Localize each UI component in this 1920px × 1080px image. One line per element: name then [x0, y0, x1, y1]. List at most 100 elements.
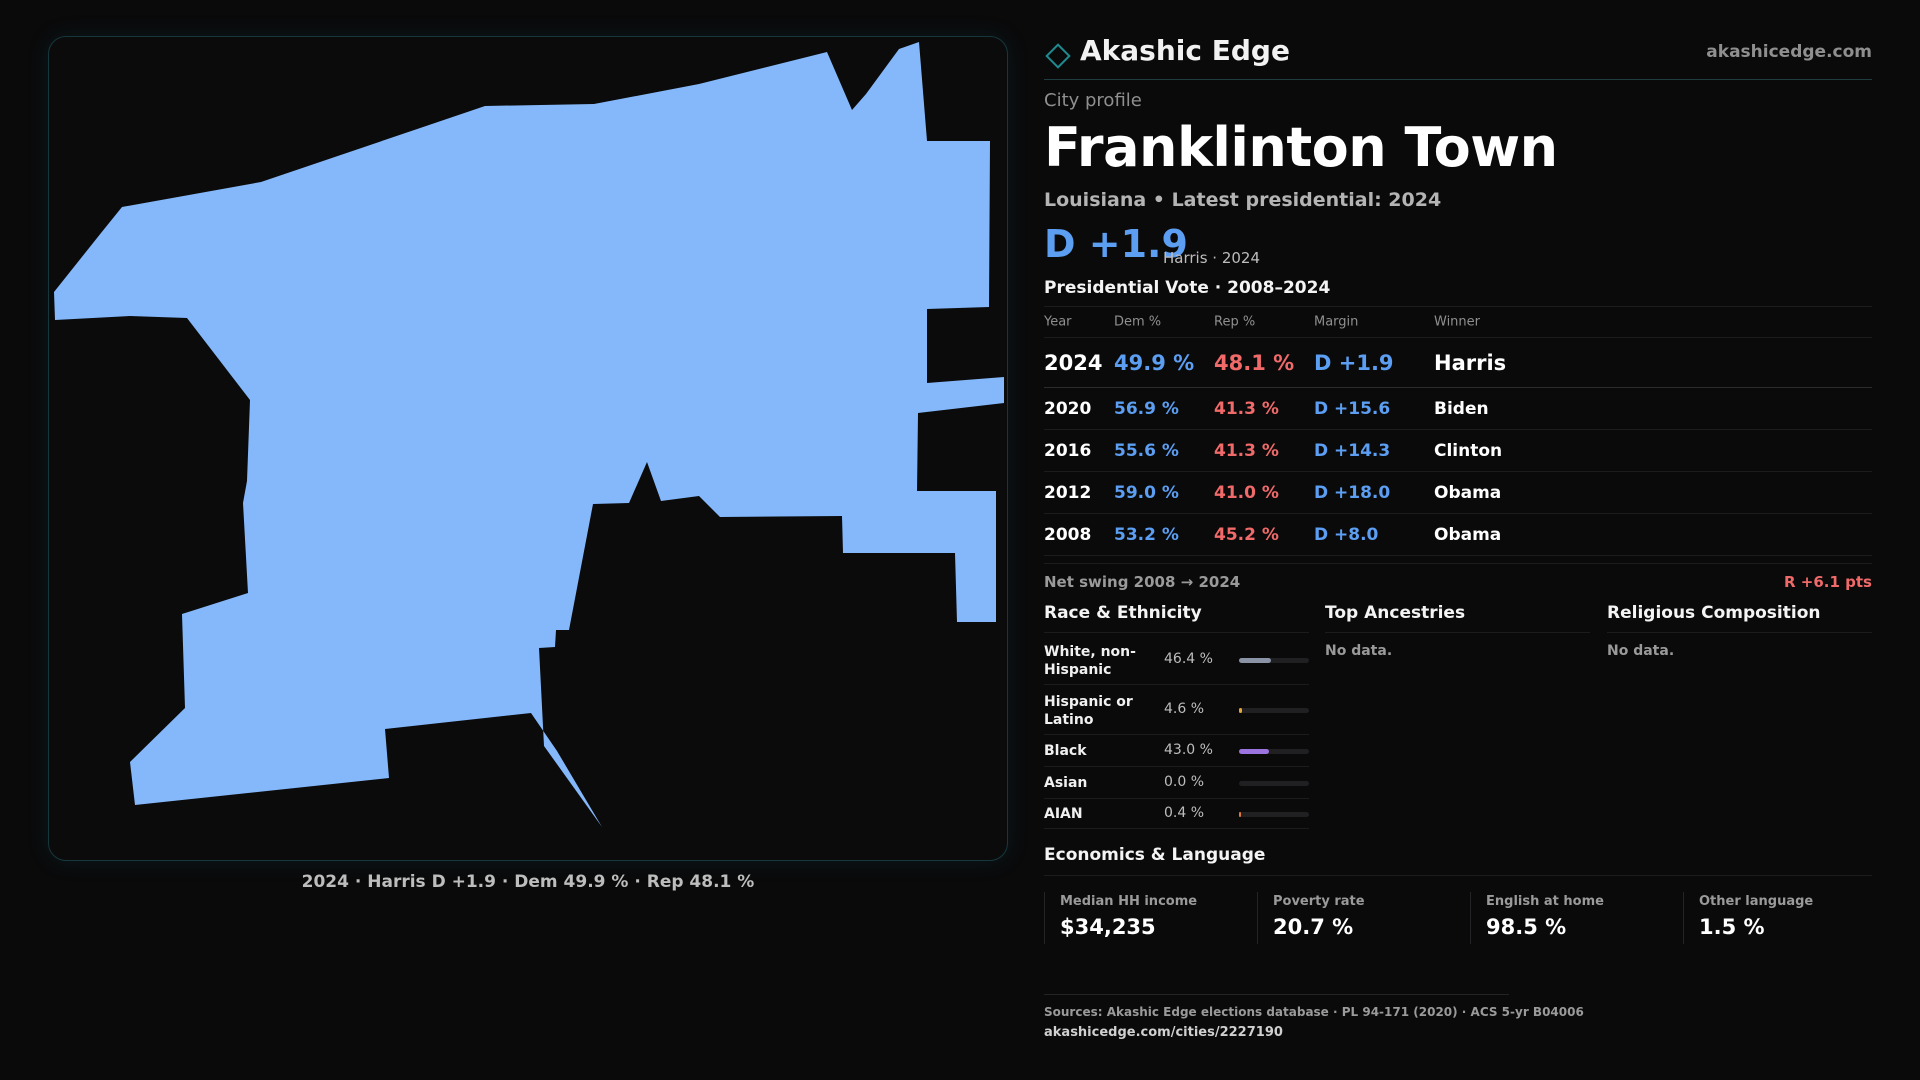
stat-poverty-rate: Poverty rate 20.7 % — [1257, 892, 1457, 944]
stat-value: 1.5 % — [1699, 915, 1765, 939]
race-label: Black — [1044, 743, 1087, 759]
winner-cell: Clinton — [1434, 440, 1503, 461]
col-header-winner: Winner — [1434, 314, 1481, 330]
table-header-row: Year Dem % Rep % Margin Winner — [1044, 306, 1872, 338]
race-pct: 0.0 % — [1164, 774, 1205, 790]
ancestries-empty-text: No data. — [1325, 643, 1393, 659]
race-pct: 0.4 % — [1164, 805, 1205, 821]
rep-cell: 48.1 % — [1214, 350, 1295, 375]
stat-label: Other language — [1699, 894, 1814, 909]
stat-label: Median HH income — [1060, 894, 1198, 909]
race-bar-track — [1239, 658, 1309, 663]
net-swing-value: R +6.1 pts — [1784, 573, 1872, 591]
dem-cell: 53.2 % — [1114, 524, 1179, 545]
margin-cell: D +18.0 — [1314, 482, 1391, 503]
brand-name: Akashic Edge — [1080, 34, 1290, 67]
ancestries-section: Top Ancestries No data. — [1325, 600, 1590, 659]
col-header-margin: Margin — [1314, 314, 1359, 330]
race-section-title: Race & Ethnicity — [1044, 600, 1309, 633]
headline-margin-note: Harris · 2024 — [1163, 249, 1261, 267]
stat-other-language: Other language 1.5 % — [1683, 892, 1883, 944]
religion-section-title: Religious Composition — [1607, 600, 1872, 633]
city-boundary-shape[interactable] — [54, 42, 1004, 827]
presidential-vote-table: Year Dem % Rep % Margin Winner 2024 49.9… — [1044, 306, 1872, 556]
winner-cell: Harris — [1434, 350, 1507, 375]
margin-cell: D +15.6 — [1314, 398, 1391, 419]
year-cell: 2012 — [1044, 482, 1092, 503]
brand-url-link[interactable]: akashicedge.com — [1706, 42, 1872, 62]
economics-section-title: Economics & Language — [1044, 845, 1266, 865]
ancestries-section-title: Top Ancestries — [1325, 600, 1590, 633]
year-cell: 2016 — [1044, 440, 1092, 461]
race-bar-fill — [1239, 708, 1243, 713]
page-subtitle: Louisiana • Latest presidential: 2024 — [1044, 189, 1442, 211]
brand-header: Akashic Edge akashicedge.com — [1044, 28, 1872, 80]
dem-cell: 59.0 % — [1114, 482, 1179, 503]
year-cell: 2020 — [1044, 398, 1092, 419]
headline-margin: D +1.9 — [1044, 222, 1188, 266]
sources-url-link[interactable]: akashicedge.com/cities/2227190 — [1044, 1025, 1283, 1040]
religion-empty-text: No data. — [1607, 643, 1675, 659]
sources-text: Sources: Akashic Edge elections database… — [1044, 1005, 1584, 1019]
city-boundary-map[interactable] — [48, 36, 1008, 861]
diamond-outline-icon — [1045, 43, 1071, 69]
stat-label: English at home — [1486, 894, 1604, 909]
race-bar-track — [1239, 708, 1309, 713]
stat-label: Poverty rate — [1273, 894, 1365, 909]
page-kicker: City profile — [1044, 90, 1142, 111]
stat-median-income: Median HH income $34,235 — [1044, 892, 1244, 944]
race-bar-fill — [1239, 812, 1241, 817]
religion-section: Religious Composition No data. — [1607, 600, 1872, 659]
table-row: 2024 49.9 % 48.1 % D +1.9 Harris — [1044, 338, 1872, 388]
year-cell: 2024 — [1044, 350, 1103, 375]
dem-cell: 55.6 % — [1114, 440, 1179, 461]
race-bar-track — [1239, 749, 1309, 754]
race-label: Hispanic or Latino — [1044, 694, 1133, 728]
race-row: White, non-Hispanic 46.4 % — [1044, 633, 1309, 685]
dem-cell: 49.9 % — [1114, 350, 1195, 375]
boundary-svg — [54, 42, 1004, 827]
race-bar-fill — [1239, 749, 1270, 754]
table-row: 2016 55.6 % 41.3 % D +14.3 Clinton — [1044, 430, 1872, 472]
net-swing-row: Net swing 2008 → 2024 R +6.1 pts — [1044, 563, 1872, 599]
col-header-rep: Rep % — [1214, 314, 1256, 330]
rep-cell: 41.0 % — [1214, 482, 1279, 503]
winner-cell: Obama — [1434, 482, 1502, 503]
margin-cell: D +1.9 — [1314, 350, 1394, 375]
race-pct: 43.0 % — [1164, 742, 1213, 758]
race-pct: 4.6 % — [1164, 701, 1205, 717]
table-row: 2008 53.2 % 45.2 % D +8.0 Obama — [1044, 514, 1872, 556]
stat-english-at-home: English at home 98.5 % — [1470, 892, 1670, 944]
winner-cell: Obama — [1434, 524, 1502, 545]
map-caption: 2024 · Harris D +1.9 · Dem 49.9 % · Rep … — [301, 872, 755, 892]
race-label: Asian — [1044, 775, 1088, 791]
stat-value: 20.7 % — [1273, 915, 1354, 939]
rep-cell: 45.2 % — [1214, 524, 1279, 545]
race-pct: 46.4 % — [1164, 651, 1213, 667]
race-row: AIAN 0.4 % — [1044, 799, 1309, 829]
race-row: Black 43.0 % — [1044, 735, 1309, 767]
margin-cell: D +8.0 — [1314, 524, 1379, 545]
col-header-dem: Dem % — [1114, 314, 1162, 330]
race-row: Hispanic or Latino 4.6 % — [1044, 685, 1309, 735]
race-bar-fill — [1239, 658, 1272, 663]
race-ethnicity-section: Race & Ethnicity White, non-Hispanic 46.… — [1044, 600, 1309, 829]
table-row: 2012 59.0 % 41.0 % D +18.0 Obama — [1044, 472, 1872, 514]
net-swing-label: Net swing 2008 → 2024 — [1044, 573, 1241, 591]
race-bar-track — [1239, 812, 1309, 817]
dem-cell: 56.9 % — [1114, 398, 1179, 419]
section-divider — [1044, 875, 1872, 876]
col-header-year: Year — [1044, 314, 1072, 330]
margin-cell: D +14.3 — [1314, 440, 1391, 461]
rep-cell: 41.3 % — [1214, 440, 1279, 461]
sources-divider — [1044, 994, 1509, 995]
race-label: White, non-Hispanic — [1044, 644, 1136, 678]
race-bar-track — [1239, 781, 1309, 786]
stat-value: $34,235 — [1060, 915, 1156, 939]
vote-section-title: Presidential Vote · 2008–2024 — [1044, 278, 1331, 298]
race-label: AIAN — [1044, 806, 1083, 822]
winner-cell: Biden — [1434, 398, 1489, 419]
page-title: Franklinton Town — [1044, 116, 1558, 179]
rep-cell: 41.3 % — [1214, 398, 1279, 419]
stat-value: 98.5 % — [1486, 915, 1567, 939]
